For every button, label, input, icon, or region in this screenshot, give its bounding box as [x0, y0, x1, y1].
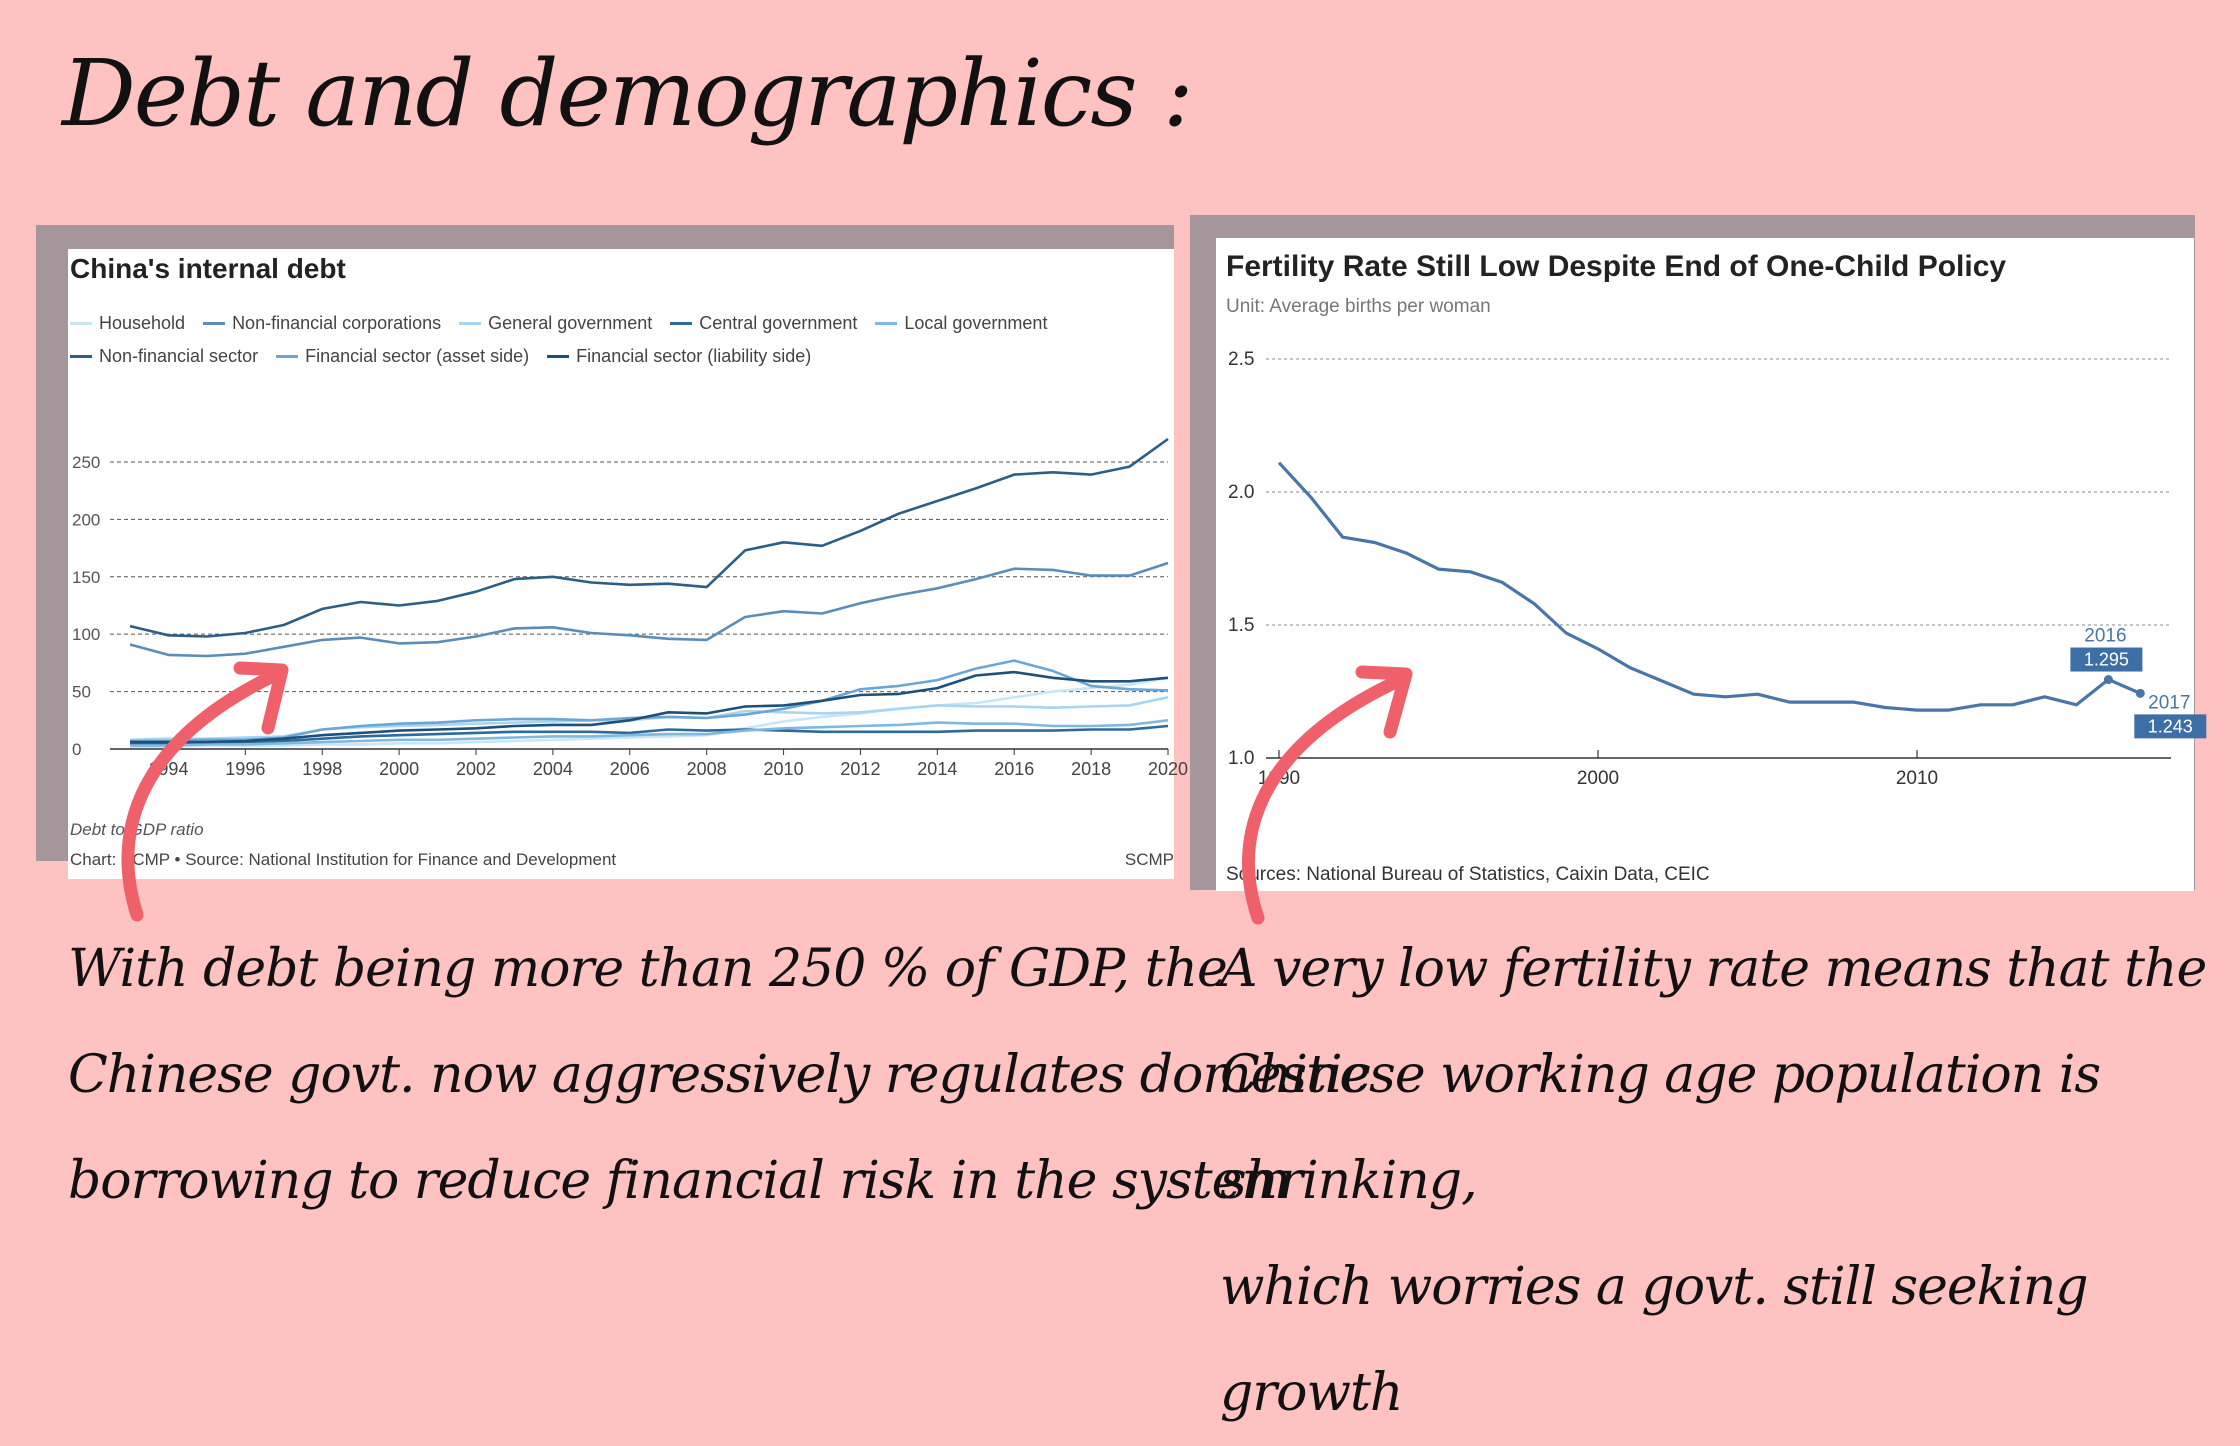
legend-label: Local government [904, 313, 1048, 333]
series-line [129, 561, 1169, 658]
legend-label: Financial sector (asset side) [305, 346, 530, 366]
right-caption: A very low fertility rate means that the… [1220, 916, 2240, 1446]
right-caption-line: A very low fertility rate means that the [1220, 939, 2207, 999]
annotation-value: 1.295 [2084, 650, 2129, 670]
legend-swatch [70, 322, 92, 325]
legend-item: Financial sector (liability side) [547, 346, 811, 367]
y-tick-label: 50 [72, 683, 91, 702]
fertility-chart-card: Fertility Rate Still Low Despite End of … [1216, 238, 2207, 891]
y-tick-label: 0 [72, 740, 81, 759]
x-tick-label: 2012 [840, 759, 880, 779]
fertility-chart-source: Sources: National Bureau of Statistics, … [1226, 864, 1710, 885]
annotation-value: 1.243 [2148, 716, 2193, 736]
legend-swatch [276, 355, 299, 358]
debt-chart-note: Debt to GDP ratio [70, 820, 204, 839]
y-tick-label: 200 [72, 510, 100, 529]
fertility-chart-plot: 1.0 1.5 2.0 2.5 1990 2000 2010 2016 1.295 2017 1.2… [1228, 349, 2207, 789]
x-tick-label: 2000 [1577, 768, 1619, 789]
x-tick-label: 1990 [1258, 768, 1300, 789]
y-tick-label: 100 [72, 625, 100, 644]
x-tick-label: 2016 [994, 759, 1034, 779]
debt-chart-source: Chart: SCMP • Source: National Instituti… [70, 850, 617, 869]
annotation-year: 2017 [2148, 692, 2190, 713]
x-tick-label: 2000 [379, 759, 419, 779]
legend-item: Central government [670, 313, 857, 334]
annotation-badge [2134, 714, 2207, 739]
legend-row: Non-financial sector Financial sector (as… [70, 346, 1047, 367]
left-caption: With debt being more than 250 % of GDP, … [68, 916, 1371, 1234]
annotation-badge [2070, 647, 2143, 672]
legend-swatch [547, 355, 570, 358]
left-caption-line: Chinese govt. now aggressively regulates… [68, 1045, 1371, 1105]
legend-item: Local government [875, 313, 1047, 334]
legend-item: Household [70, 313, 185, 334]
legend-swatch [875, 322, 898, 325]
left-caption-line: borrowing to reduce financial risk in th… [68, 1151, 1291, 1211]
legend-label: Non-financial corporations [232, 313, 442, 333]
y-tick-label: 1.5 [1228, 615, 1254, 636]
legend-label: General government [488, 313, 653, 333]
y-tick-label: 1.0 [1228, 748, 1254, 769]
legend-swatch [670, 322, 693, 325]
legend-item: Financial sector (asset side) [276, 346, 529, 367]
legend-swatch [203, 322, 226, 325]
legend-item: General government [459, 313, 652, 334]
right-caption-line: which worries a govt. still seeking grow… [1220, 1257, 2089, 1423]
x-tick-label: 2006 [610, 759, 650, 779]
debt-chart-plot: 0 50 100 150 200 250 1994 1996 1998 2000 2002 2004 2… [72, 437, 1188, 779]
right-caption-line: Chinese working age population is shrink… [1220, 1045, 2101, 1211]
x-tick-label: 2020 [1148, 759, 1188, 779]
left-caption-line: With debt being more than 250 % of GDP, … [68, 939, 1228, 999]
x-tick-label: 2014 [917, 759, 957, 779]
fertility-chart-title: Fertility Rate Still Low Despite End of … [1226, 250, 2007, 283]
fertility-chart-unit: Unit: Average births per woman [1226, 296, 1491, 317]
x-tick-label: 2008 [687, 759, 727, 779]
legend-swatch [459, 322, 482, 325]
x-tick-label: 1996 [225, 759, 265, 779]
legend-label: Household [99, 313, 186, 333]
y-tick-label: 2.5 [1228, 349, 1254, 370]
legend-item: Non-financial corporations [203, 313, 441, 334]
legend-label: Financial sector (liability side) [576, 346, 812, 366]
legend-label: Non-financial sector [99, 346, 259, 366]
x-tick-label: 2010 [1896, 768, 1938, 789]
series-line [130, 676, 1169, 749]
annotation-year: 2016 [2084, 626, 2126, 647]
legend-swatch [70, 355, 92, 358]
series-line [130, 724, 1169, 745]
y-tick-label: 2.0 [1228, 482, 1254, 503]
x-tick-label: 2002 [456, 759, 496, 779]
legend-row: Household Non-financial corporations Gener… [70, 313, 1047, 334]
y-tick-label: 150 [72, 568, 100, 587]
series-line [129, 437, 1169, 638]
legend-label: Central government [699, 313, 858, 333]
x-tick-label: 1994 [148, 759, 188, 779]
series-line [130, 719, 1169, 747]
debt-chart-brand: SCMP [1124, 850, 1174, 869]
y-tick-label: 250 [72, 453, 100, 472]
data-point-marker [2103, 675, 2113, 685]
debt-chart-title: China's internal debt [70, 253, 346, 284]
series-line [130, 670, 1169, 744]
fertility-line [1277, 461, 2141, 712]
x-tick-label: 1998 [302, 759, 342, 779]
debt-chart-card: China's internal debt Household Non-finan… [68, 249, 1188, 879]
legend-item: Non-financial sector [70, 346, 258, 367]
x-tick-label: 2018 [1071, 759, 1111, 779]
x-tick-label: 2004 [533, 759, 573, 779]
data-point-marker [2135, 688, 2145, 698]
x-tick-label: 2010 [764, 759, 804, 779]
debt-chart-legend: Household Non-financial corporations Gener… [70, 313, 1047, 379]
slide-title: Debt and demographics : [62, 40, 1194, 147]
